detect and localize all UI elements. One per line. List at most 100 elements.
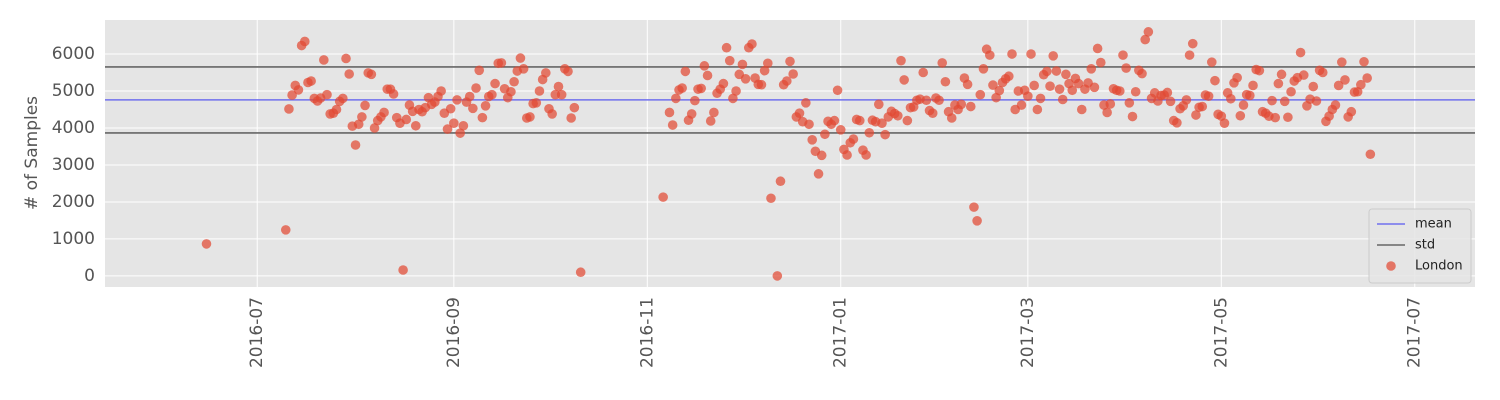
point [835, 125, 846, 135]
point [1286, 86, 1296, 97]
point [1026, 49, 1036, 59]
point [306, 76, 316, 86]
point [1197, 101, 1208, 112]
x-tick-label: 2017-05 [1211, 297, 1231, 368]
point [962, 79, 973, 90]
point [1023, 91, 1033, 101]
point [1029, 80, 1039, 91]
point [1121, 63, 1131, 73]
point [978, 64, 989, 74]
point [794, 108, 805, 118]
point [518, 64, 529, 74]
y-axis-label: # of Samples [22, 96, 42, 210]
point [1210, 75, 1220, 86]
point [1137, 68, 1147, 79]
point [436, 86, 446, 96]
point [696, 83, 707, 94]
point [350, 140, 361, 150]
point [724, 55, 735, 66]
point [880, 129, 890, 140]
point [816, 150, 827, 161]
y-tick-label: 3000 [52, 155, 95, 175]
point [322, 89, 332, 100]
point [1067, 85, 1078, 96]
point [1365, 149, 1376, 160]
point [842, 150, 852, 160]
point [731, 86, 741, 96]
point [1162, 87, 1173, 98]
point [471, 83, 481, 93]
point [820, 129, 830, 140]
point [341, 53, 351, 64]
axes: 0 1000 2000 3000 4000 5000 6000 2016-07 2016-09 2… [52, 44, 1425, 368]
point [1219, 118, 1230, 128]
point [1061, 69, 1071, 80]
point [709, 107, 719, 118]
point [331, 104, 342, 115]
point [677, 83, 687, 93]
point [1045, 81, 1055, 91]
y-tick-label: 2000 [52, 192, 95, 212]
point [756, 79, 767, 90]
point [569, 102, 580, 113]
point [984, 50, 995, 60]
point [1118, 50, 1128, 60]
point [284, 104, 294, 114]
point [1308, 81, 1319, 92]
point [287, 90, 297, 100]
point [1184, 50, 1195, 60]
point [398, 265, 408, 275]
point [566, 113, 576, 123]
point [490, 78, 500, 89]
point [1191, 110, 1201, 120]
point [1283, 112, 1293, 123]
point [680, 66, 691, 77]
point [1051, 66, 1062, 76]
x-tick-label: 2017-03 [1018, 297, 1038, 368]
points [201, 27, 1376, 281]
point [1330, 100, 1341, 110]
point [357, 112, 367, 122]
point [556, 89, 567, 100]
point [464, 91, 475, 102]
point [702, 70, 713, 81]
point [721, 42, 732, 53]
point [1086, 64, 1097, 74]
point [1130, 86, 1141, 97]
point [1245, 90, 1255, 101]
legend-label: London [1415, 259, 1463, 274]
point [854, 115, 865, 126]
point [1346, 106, 1357, 117]
point [671, 93, 681, 104]
point [921, 95, 932, 106]
point [1007, 49, 1017, 59]
point [740, 73, 751, 84]
point [994, 85, 1005, 96]
point [1092, 43, 1103, 54]
point [705, 116, 716, 126]
point [861, 150, 871, 160]
x-tick-label: 2017-01 [831, 297, 851, 368]
x-tick-label: 2017-07 [1405, 297, 1425, 368]
point [918, 67, 928, 78]
point [969, 202, 979, 212]
x-tick-label: 2016-07 [247, 297, 267, 368]
point [474, 65, 485, 76]
point [1206, 57, 1217, 67]
point [534, 86, 545, 96]
point [1333, 80, 1344, 91]
point [1311, 96, 1322, 106]
legend-label: mean [1415, 217, 1452, 232]
point [1143, 27, 1154, 37]
point [759, 65, 770, 76]
point [541, 68, 551, 78]
point [896, 55, 906, 66]
point [509, 76, 519, 87]
point [972, 216, 982, 226]
point [772, 271, 783, 281]
grid [105, 20, 1475, 287]
point [1362, 73, 1372, 83]
y-tick-label: 5000 [52, 81, 95, 101]
reference-lines [105, 66, 1475, 134]
